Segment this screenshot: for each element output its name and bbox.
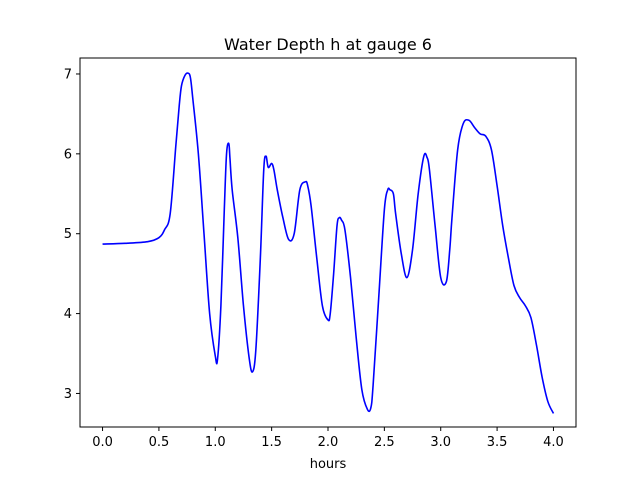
x-tick-label: 2.0 xyxy=(318,435,339,450)
series-layer xyxy=(102,72,555,414)
y-tick-label: 7 xyxy=(64,67,72,82)
y-tick-label: 3 xyxy=(64,387,72,402)
x-axis: 0.0 0.5 1.0 1.5 2.0 2.5 3.0 3.5 4.0 xyxy=(92,427,564,450)
y-tick-label: 4 xyxy=(64,307,72,322)
x-tick-label: 1.0 xyxy=(205,435,226,450)
x-tick-label: 1.5 xyxy=(261,435,282,450)
chart-title: Water Depth h at gauge 6 xyxy=(224,35,432,54)
y-tick-label: 5 xyxy=(64,227,72,242)
x-tick-label: 4.0 xyxy=(543,435,564,450)
series-line-0 xyxy=(102,72,555,414)
x-tick-label: 2.5 xyxy=(374,435,395,450)
x-tick-label: 0.0 xyxy=(92,435,113,450)
x-tick-label: 0.5 xyxy=(149,435,170,450)
x-tick-label: 3.5 xyxy=(487,435,508,450)
y-tick-label: 6 xyxy=(64,147,72,162)
y-axis: 3 4 5 6 7 xyxy=(64,67,80,402)
x-tick-label: 3.0 xyxy=(430,435,451,450)
x-axis-label: hours xyxy=(310,457,347,472)
